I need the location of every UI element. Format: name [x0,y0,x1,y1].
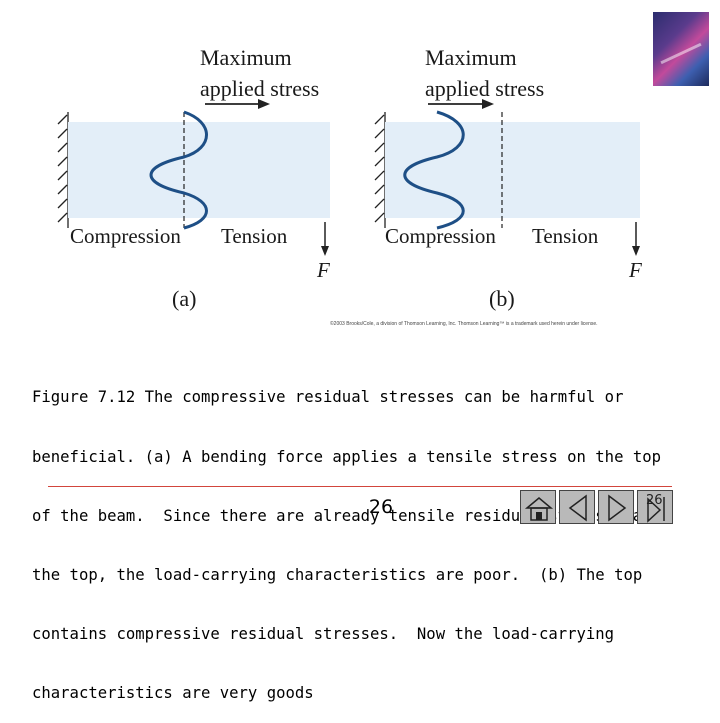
footer-divider [48,486,672,487]
panel-label-b: (b) [489,286,515,311]
caption-line: characteristics are very goods [32,683,314,702]
home-button[interactable] [520,490,556,524]
copyright-notice: ©2003 Brooks/Cole, a division of Thomson… [330,321,598,327]
caption-line: contains compressive residual stresses. … [32,624,615,643]
residual-stress-curve-a [149,110,208,230]
beam-b [385,122,640,218]
figure-caption: Figure 7.12 The compressive residual str… [32,349,692,723]
caption-line: the top, the load-carrying characteristi… [32,565,643,584]
caption-line: Figure 7.12 The compressive residual str… [32,388,624,407]
compression-label-b: Compression [385,224,496,248]
page-number: 26 [368,496,394,518]
panel-a: Maximum applied stress Compression Tensi… [57,45,330,311]
wall-support-b [374,112,386,228]
tension-label-a: Tension [221,224,288,248]
beam-a [68,122,330,218]
title-line1-b: Maximum [425,45,517,70]
arrowhead-down-icon [632,246,640,256]
previous-icon [568,494,587,522]
wall-support-a [57,112,69,228]
arrowhead-down-icon [321,246,329,256]
arrowhead-icon [482,99,494,109]
title-line2-b: applied stress [425,76,544,101]
next-slide-button[interactable] [598,490,634,524]
arrowhead-icon [258,99,270,109]
tension-label-b: Tension [532,224,599,248]
previous-slide-button[interactable] [559,490,595,524]
figure-7-12: Maximum applied stress Compression Tensi… [57,45,642,311]
residual-stress-curve-b [403,110,465,230]
panel-label-a: (a) [172,286,196,311]
last-slide-button[interactable] [637,490,673,524]
title-line1-a: Maximum [200,45,292,70]
home-icon [524,497,554,521]
book-cover-thumbnail [653,12,709,86]
nav-page-number: 26 [646,493,663,508]
caption-line: beneficial. (a) A bending force applies … [32,447,662,466]
next-icon [608,494,627,522]
panel-b: Maximum applied stress Compression Tensi… [374,45,642,311]
force-label-b: F [628,258,642,282]
title-line2-a: applied stress [200,76,319,101]
last-icon [647,497,665,523]
force-label-a: F [316,258,330,282]
compression-label-a: Compression [70,224,181,248]
